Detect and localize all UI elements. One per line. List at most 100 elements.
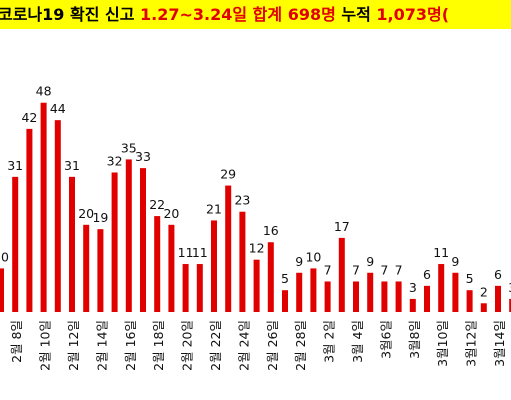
bar xyxy=(367,272,374,312)
x-tick-label: 3월8일 xyxy=(407,320,422,359)
x-tick-label: 2월 8일 xyxy=(9,320,24,363)
value-label: 7 xyxy=(395,262,403,277)
x-tick-label: 2월 10일 xyxy=(38,320,53,371)
bar xyxy=(480,303,487,312)
value-label: 35 xyxy=(121,140,137,155)
x-tick-label: 3월 2일 xyxy=(322,320,337,363)
bar xyxy=(395,281,402,312)
bar xyxy=(111,172,118,312)
value-label: 20 xyxy=(78,206,94,221)
value-label: 48 xyxy=(36,84,52,99)
value-label: 11 xyxy=(178,245,194,260)
value-label: 21 xyxy=(206,201,222,216)
value-label: 10 xyxy=(305,249,321,264)
bar xyxy=(40,102,47,312)
title-background xyxy=(0,0,511,29)
bar xyxy=(12,176,19,312)
bar xyxy=(438,264,445,312)
bar xyxy=(97,229,104,312)
value-label: 3 xyxy=(508,280,511,295)
x-tick-label: 2월 24일 xyxy=(236,320,251,371)
value-label: 22 xyxy=(149,197,165,212)
bar xyxy=(466,290,473,312)
bar xyxy=(495,285,501,312)
bar xyxy=(239,211,246,312)
bar xyxy=(452,272,459,312)
x-tick-label: 2월 28일 xyxy=(293,320,308,371)
value-label: 10 xyxy=(0,249,9,264)
value-label: 33 xyxy=(135,149,151,164)
x-tick-label: 2월 18일 xyxy=(151,320,166,371)
bar xyxy=(267,242,274,312)
x-tick-label: 3월12일 xyxy=(464,320,479,367)
value-label: 16 xyxy=(263,223,279,238)
x-tick-label: 3월14일 xyxy=(492,320,507,367)
value-label: 6 xyxy=(423,267,431,282)
bar xyxy=(381,281,388,312)
x-tick-label: 2월 26일 xyxy=(265,320,280,371)
title-part: 1.27~3.24일 합계 698명 xyxy=(140,5,336,24)
bar xyxy=(282,290,288,312)
bar xyxy=(196,264,203,312)
value-label: 9 xyxy=(366,254,374,269)
bar xyxy=(310,268,317,312)
bar xyxy=(353,281,359,312)
bar xyxy=(125,159,132,312)
bar xyxy=(83,224,90,312)
title-part: 코로나19 확진 신고 xyxy=(0,5,140,24)
x-tick-label: 2월 16일 xyxy=(123,320,138,371)
value-label: 42 xyxy=(21,110,37,125)
value-label: 11 xyxy=(192,245,208,260)
bar xyxy=(26,128,33,312)
bar xyxy=(424,285,430,312)
title-part: 누적 xyxy=(336,5,377,24)
value-label: 23 xyxy=(234,193,250,208)
bar xyxy=(338,237,345,312)
bar xyxy=(509,298,511,312)
bar xyxy=(168,224,175,312)
x-tick-label: 2월 20일 xyxy=(180,320,195,371)
bar xyxy=(54,120,61,312)
bar xyxy=(296,272,303,312)
value-label: 5 xyxy=(281,271,289,286)
value-label: 7 xyxy=(324,262,332,277)
value-label: 20 xyxy=(163,206,179,221)
value-label: 31 xyxy=(64,158,80,173)
value-label: 9 xyxy=(451,254,459,269)
value-label: 6 xyxy=(494,267,502,282)
bar xyxy=(324,281,331,312)
bar xyxy=(182,264,189,312)
bar xyxy=(69,176,75,312)
value-label: 29 xyxy=(220,167,236,182)
bar xyxy=(140,168,146,312)
value-label: 7 xyxy=(352,262,360,277)
value-label: 7 xyxy=(380,262,388,277)
x-tick-label: 2월 12일 xyxy=(66,320,81,371)
value-label: 12 xyxy=(249,241,265,256)
x-tick-label: 3월6일 xyxy=(378,320,393,359)
bar xyxy=(253,259,260,312)
x-tick-label: 2월 14일 xyxy=(94,320,109,371)
bar xyxy=(211,220,217,312)
value-label: 17 xyxy=(334,219,350,234)
value-label: 31 xyxy=(7,158,23,173)
value-label: 2 xyxy=(480,284,488,299)
value-label: 9 xyxy=(295,254,303,269)
x-tick-label: 3월 4일 xyxy=(350,320,365,363)
value-label: 19 xyxy=(92,210,108,225)
bar xyxy=(225,185,232,312)
bar xyxy=(154,216,161,312)
x-tick-label: 3월10일 xyxy=(435,320,450,367)
chart-title: 코로나19 확진 신고 1.27~3.24일 합계 698명 누적 1,073명… xyxy=(0,5,449,24)
bar xyxy=(0,268,4,312)
x-tick-label: 2월 22일 xyxy=(208,320,223,371)
value-label: 11 xyxy=(433,245,449,260)
value-label: 44 xyxy=(50,101,66,116)
title-part: 1,073명( xyxy=(376,5,449,24)
value-label: 5 xyxy=(466,271,474,286)
value-label: 32 xyxy=(107,153,123,168)
bar xyxy=(409,298,416,312)
value-label: 3 xyxy=(409,280,417,295)
